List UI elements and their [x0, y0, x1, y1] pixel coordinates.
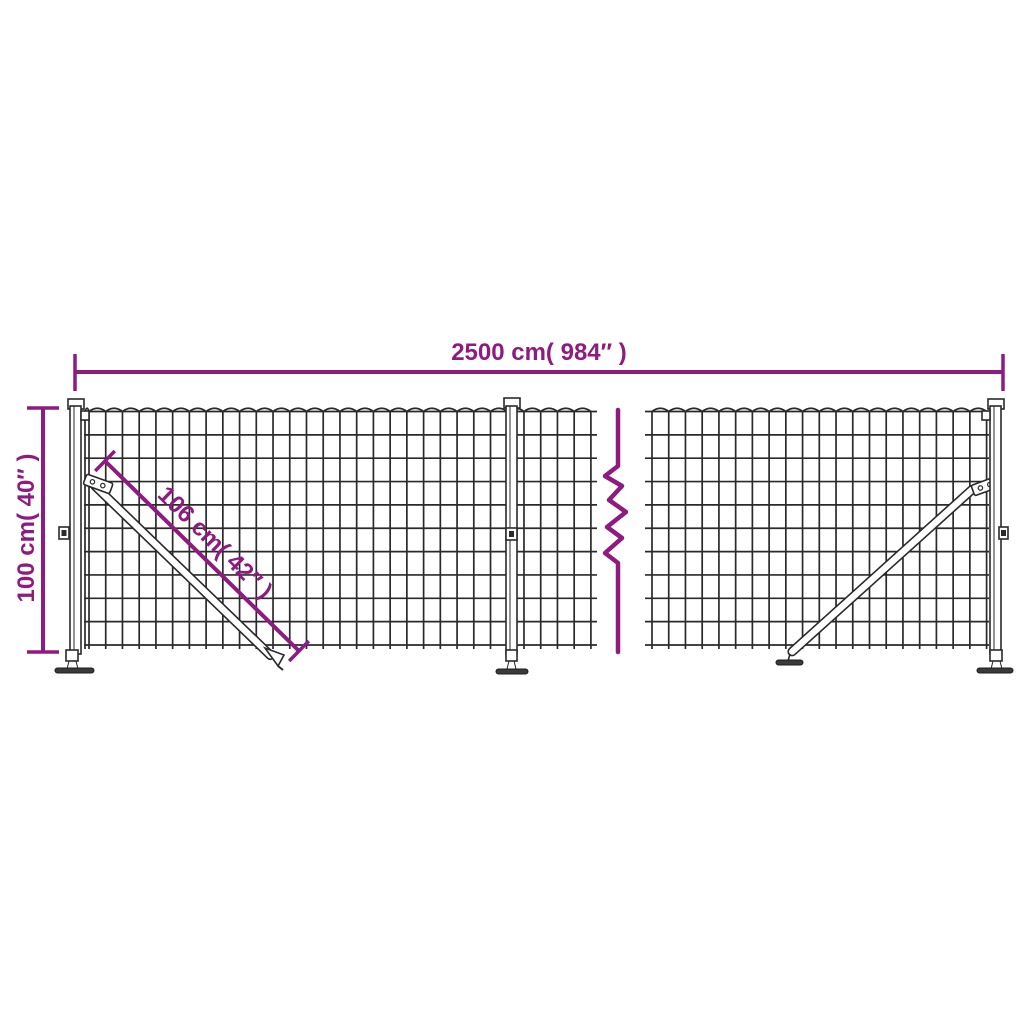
post-leg: [506, 660, 510, 670]
mesh-bracket: [80, 410, 90, 421]
dimension-height: 100 cm( 40″ ): [13, 406, 59, 654]
brace-tip: [262, 646, 286, 668]
fitting-dot: [1001, 530, 1006, 536]
mesh-panel-right: [645, 407, 989, 649]
dimension-line: [103, 459, 301, 653]
post-base-fitting: [65, 649, 79, 662]
dimension-cap: [287, 639, 311, 663]
brace-left: [82, 473, 286, 671]
brace-foot: [775, 659, 804, 666]
brace-tip-point: [277, 665, 284, 671]
fitting-dot: [509, 531, 514, 537]
brace-right: [775, 476, 1000, 666]
dimension-cap: [93, 449, 117, 473]
post-left: [54, 398, 95, 674]
brace-clamp: [82, 473, 114, 495]
dimension-width: 2500 cm( 984″ ): [73, 339, 1005, 391]
post-body: [69, 405, 82, 655]
bolt: [977, 485, 984, 491]
fitting-dot: [61, 530, 67, 536]
flange-foot: [54, 667, 95, 674]
post-base-fitting: [505, 649, 518, 662]
bolt: [100, 482, 106, 489]
post-base-fitting: [989, 649, 1003, 662]
post-leg: [513, 660, 517, 670]
break-symbol: [602, 407, 629, 655]
dimension-brace: 106 cm( 42″ ): [93, 449, 311, 663]
flange-foot: [495, 668, 529, 675]
brace-strut: [787, 484, 977, 657]
height-label: 100 cm( 40″ ): [13, 454, 40, 603]
post-right: [976, 398, 1014, 674]
mesh-bracket: [981, 410, 991, 421]
mesh-top-loops: [651, 407, 988, 413]
bolt: [89, 479, 96, 485]
mesh-panel-left: [84, 407, 597, 649]
post-middle: [495, 397, 529, 675]
width-label: 2500 cm( 984″ ): [451, 339, 627, 366]
brace-label: 106 cm( 42″ ): [152, 481, 277, 604]
flange-foot: [976, 667, 1014, 674]
